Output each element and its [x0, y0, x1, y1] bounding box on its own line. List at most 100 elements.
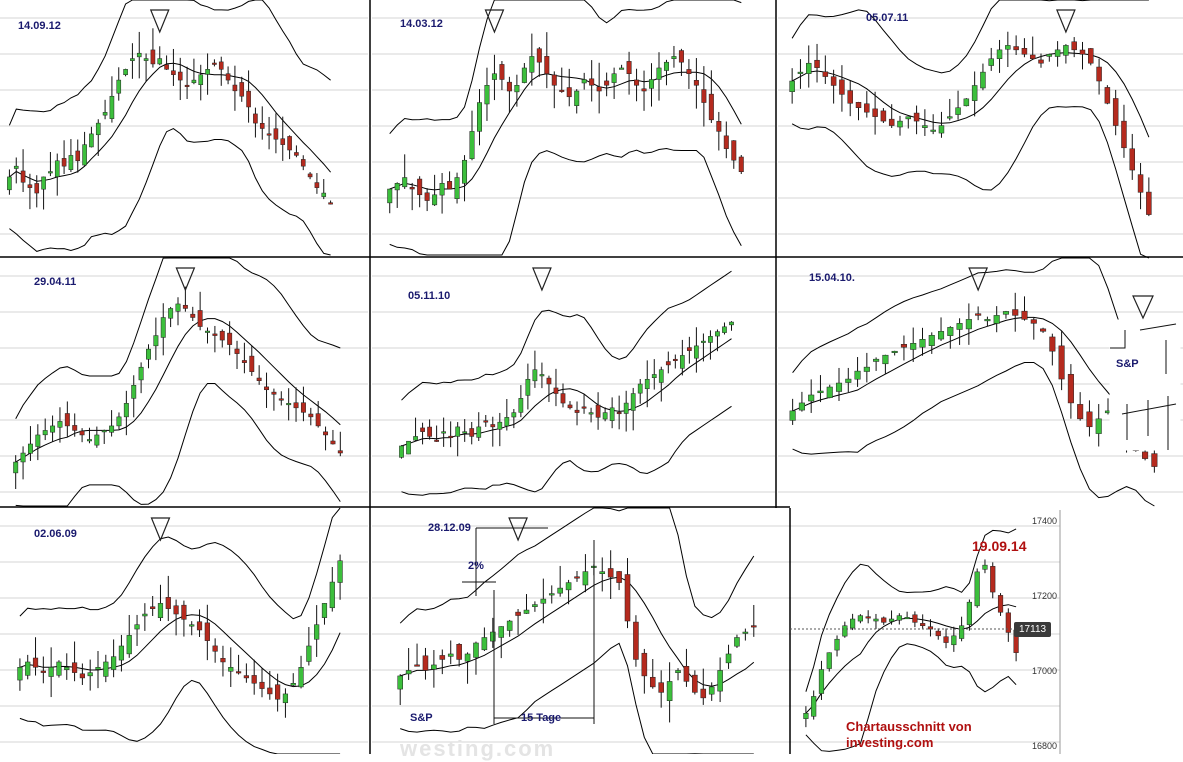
candle-up [48, 667, 54, 677]
candle-down [1030, 319, 1037, 324]
triangle-marker [968, 267, 989, 292]
candle-up [189, 624, 195, 627]
candle-down [271, 391, 277, 395]
candle-down [855, 102, 862, 108]
candle-up [142, 613, 148, 617]
candle-down [678, 50, 684, 63]
candle-up [611, 73, 617, 83]
candle-up [109, 425, 115, 433]
candle-up [803, 713, 809, 719]
candle-up [897, 120, 903, 128]
candle-down [1142, 451, 1149, 459]
candle-up [102, 112, 108, 116]
candle-down [686, 69, 692, 74]
candle-down [649, 676, 656, 688]
candle-up [462, 159, 468, 184]
candle-down [1146, 191, 1152, 215]
candle-up [50, 425, 56, 433]
candle-down [314, 182, 320, 188]
candle-up [473, 642, 479, 658]
candle-down [490, 424, 496, 428]
candle-up [228, 667, 234, 672]
candle-up [734, 637, 740, 647]
candle-down [1112, 98, 1119, 126]
candle-up [666, 681, 673, 701]
candle-up [845, 378, 852, 383]
candle-up [491, 73, 497, 80]
candle-down [34, 183, 40, 194]
candle-up [432, 194, 438, 206]
candle-down [1137, 174, 1144, 193]
candle-up [481, 637, 488, 651]
candle-up [95, 667, 101, 670]
candle-down [814, 59, 820, 68]
candle-up [797, 71, 804, 74]
candle-down [551, 74, 557, 86]
candle-down [251, 675, 257, 684]
candle-down [683, 665, 690, 682]
candle-down [75, 150, 81, 162]
candle-down [40, 670, 46, 673]
candle-down [589, 78, 595, 86]
candle-up [835, 382, 843, 392]
candle-down [1040, 328, 1047, 332]
upper-band-line-8 [399, 507, 755, 624]
candle-down [912, 614, 918, 623]
candle-up [464, 653, 471, 662]
candle-down [409, 186, 415, 190]
candle-down [1021, 48, 1028, 55]
candle-down [708, 93, 714, 121]
candle-down [249, 355, 255, 372]
candle-down [417, 178, 423, 196]
candle-down [544, 56, 550, 74]
candle-up [89, 133, 94, 148]
candle-down [79, 430, 85, 436]
candle-down [1088, 48, 1094, 64]
candle-down [1129, 148, 1135, 171]
candle-up [663, 61, 669, 71]
candle-up [476, 102, 482, 132]
sp-label-panel-8: S&P [410, 712, 433, 724]
candle-up [922, 125, 928, 128]
candle-up [329, 581, 335, 609]
candle-up [54, 160, 60, 177]
candle-up [1063, 45, 1069, 56]
candle-up [993, 315, 1000, 324]
candle-down [839, 79, 845, 95]
candle-up [951, 635, 957, 646]
candle-up [205, 330, 210, 333]
candle-up [321, 603, 328, 618]
candle-down [1012, 309, 1019, 316]
candle-down [880, 110, 887, 122]
candle-down [830, 76, 837, 86]
candle-up [138, 366, 144, 381]
candle-down [997, 595, 1004, 613]
candle-up [405, 670, 412, 675]
candle-down [173, 605, 179, 615]
candle-up [873, 618, 879, 622]
candle-up [286, 403, 292, 406]
candle-up [136, 52, 142, 58]
candle-up [439, 183, 445, 196]
lower-band-line-2 [389, 147, 742, 256]
candle-up [1046, 54, 1053, 57]
candle-down [197, 310, 203, 327]
candle-down [1058, 345, 1065, 380]
candle-down [256, 377, 262, 381]
candle-down [420, 427, 425, 432]
watermark: westing.com [400, 736, 556, 761]
upper-band-line-5 [401, 270, 732, 401]
candle-up [290, 683, 296, 686]
candle-up [82, 144, 87, 166]
candle-down [1151, 453, 1158, 467]
candle-down [672, 358, 678, 361]
candle-up [599, 571, 606, 575]
candle-up [947, 327, 954, 336]
candle-down [634, 79, 640, 86]
candle-up [123, 69, 128, 76]
candle-down [506, 81, 512, 92]
candle-up [984, 319, 991, 322]
candle-up [708, 336, 713, 343]
candle-up [399, 445, 404, 458]
candle-up [557, 587, 563, 594]
